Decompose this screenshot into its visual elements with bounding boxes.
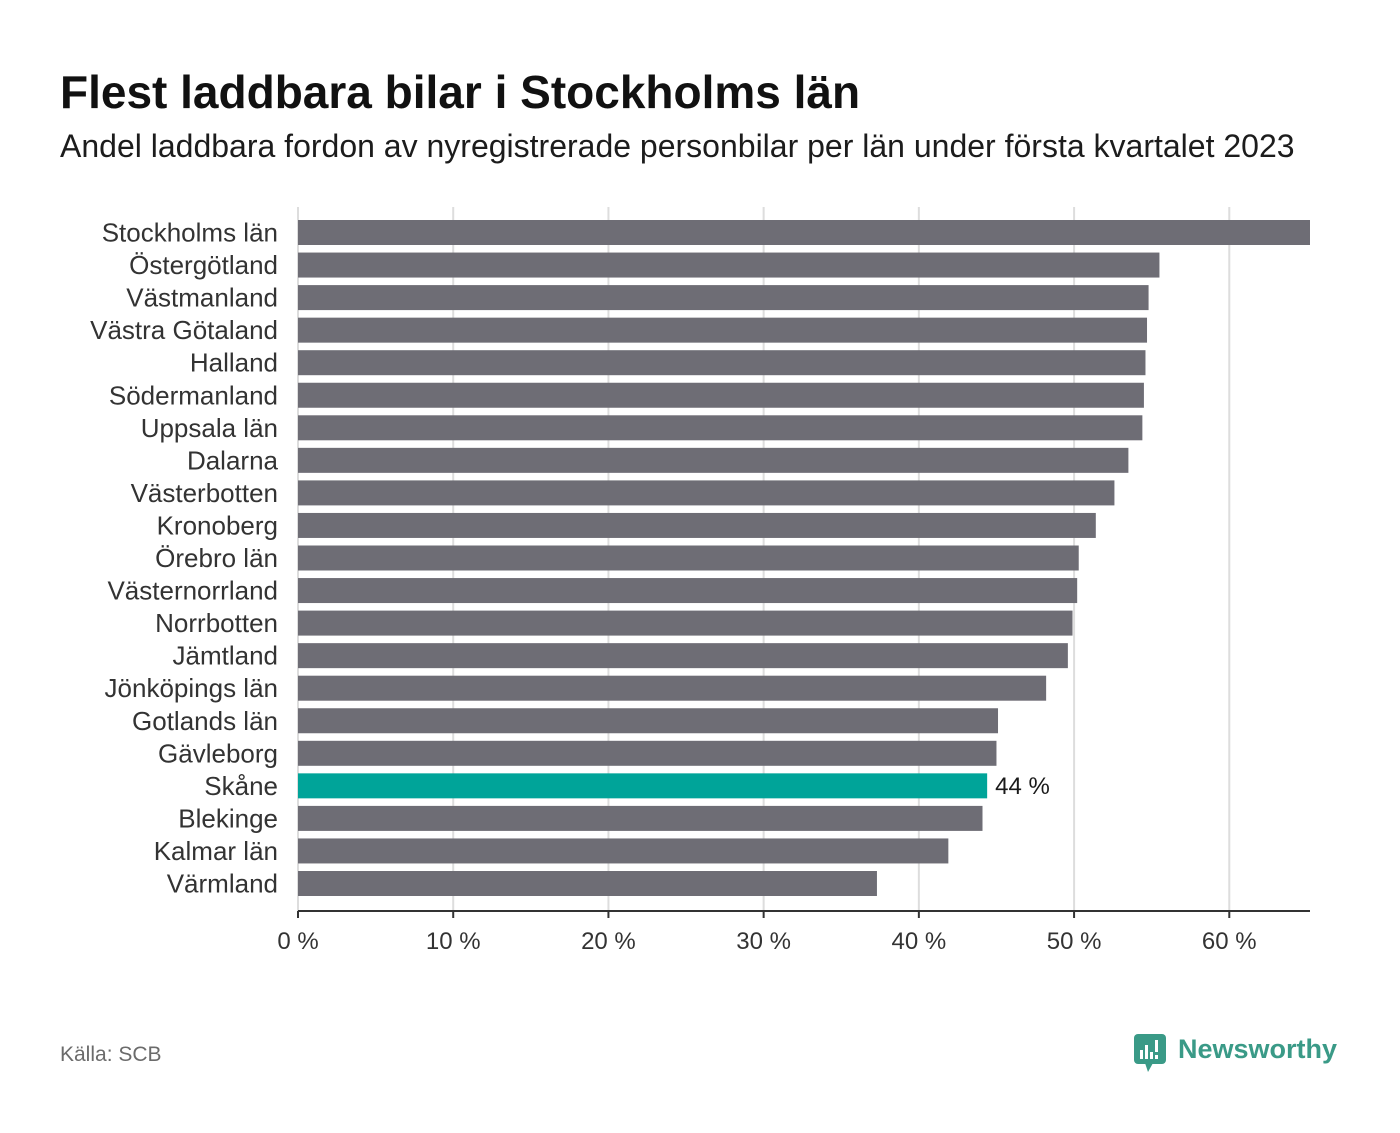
- category-label: Västmanland: [126, 283, 278, 313]
- gridlines: [297, 207, 1231, 911]
- category-labels: Stockholms länÖstergötlandVästmanlandVäs…: [90, 218, 278, 899]
- bar-jonkopings-lan: [298, 675, 1047, 701]
- bar-orebro-lan: [298, 545, 1079, 571]
- category-label: Dalarna: [187, 445, 279, 475]
- x-axis: 0 % 10 % 20 % 30 % 40 % 50 % 60 %: [277, 910, 1310, 955]
- category-label: Halland: [190, 348, 278, 378]
- bar-norrbotten: [298, 610, 1073, 636]
- annotations: 44 %: [995, 773, 1050, 800]
- chart-subtitle: Andel laddbara fordon av nyregistrerade …: [60, 128, 1295, 164]
- category-label: Skåne: [204, 771, 278, 801]
- category-label: Gotlands län: [132, 706, 278, 736]
- bar-gavleborg: [298, 740, 997, 766]
- category-label: Kalmar län: [154, 836, 278, 866]
- bar-vastra-gotaland: [298, 317, 1148, 343]
- category-label: Västra Götaland: [90, 315, 278, 345]
- x-tick-label: 0 %: [277, 928, 318, 955]
- bar-skane: [298, 773, 988, 799]
- bar-blekinge: [298, 805, 983, 831]
- x-tick-label: 20 %: [581, 928, 636, 955]
- bar-halland: [298, 350, 1146, 376]
- category-label: Jönköpings län: [105, 673, 278, 703]
- bar-dalarna: [298, 447, 1129, 473]
- bar-jamtland: [298, 643, 1068, 669]
- source-note: Källa: SCB: [60, 1043, 162, 1066]
- bar-kalmar-lan: [298, 838, 949, 864]
- bar-sodermanland: [298, 382, 1144, 408]
- category-label: Gävleborg: [158, 738, 278, 768]
- category-label: Östergötland: [129, 250, 278, 280]
- bar-kronoberg: [298, 512, 1096, 538]
- x-tick-label: 40 %: [892, 928, 947, 955]
- category-label: Västerbotten: [131, 478, 278, 508]
- chart-title: Flest laddbara bilar i Stockholms län: [60, 66, 861, 118]
- value-annotation: 44 %: [995, 773, 1050, 800]
- bar-ostergotland: [298, 252, 1160, 278]
- newsworthy-logo-icon: [1134, 1034, 1166, 1072]
- brand-logo: Newsworthy: [1133, 1033, 1337, 1073]
- category-label: Blekinge: [178, 803, 278, 833]
- x-tick-label: 60 %: [1202, 928, 1257, 955]
- bar-vasterbotten: [298, 480, 1115, 506]
- category-label: Norrbotten: [155, 608, 278, 638]
- category-label: Värmland: [167, 869, 278, 899]
- category-label: Örebro län: [155, 543, 278, 573]
- x-tick-label: 50 %: [1047, 928, 1102, 955]
- bar-varmland: [298, 871, 877, 896]
- brand-name: Newsworthy: [1178, 1034, 1338, 1064]
- bar-stockholms-lan: [298, 220, 1310, 245]
- bar-uppsala-lan: [298, 415, 1143, 441]
- bar-gotlands-lan: [298, 708, 999, 734]
- category-label: Stockholms län: [102, 218, 278, 248]
- category-label: Jämtland: [173, 641, 279, 671]
- bars: [298, 220, 1310, 896]
- category-label: Västernorrland: [107, 576, 278, 606]
- x-tick-label: 10 %: [426, 928, 481, 955]
- bar-vastmanland: [298, 285, 1149, 311]
- category-label: Uppsala län: [141, 413, 278, 443]
- x-tick-label: 30 %: [736, 928, 791, 955]
- category-label: Södermanland: [109, 380, 278, 410]
- category-label: Kronoberg: [157, 510, 278, 540]
- bar-vasternorrland: [298, 578, 1078, 604]
